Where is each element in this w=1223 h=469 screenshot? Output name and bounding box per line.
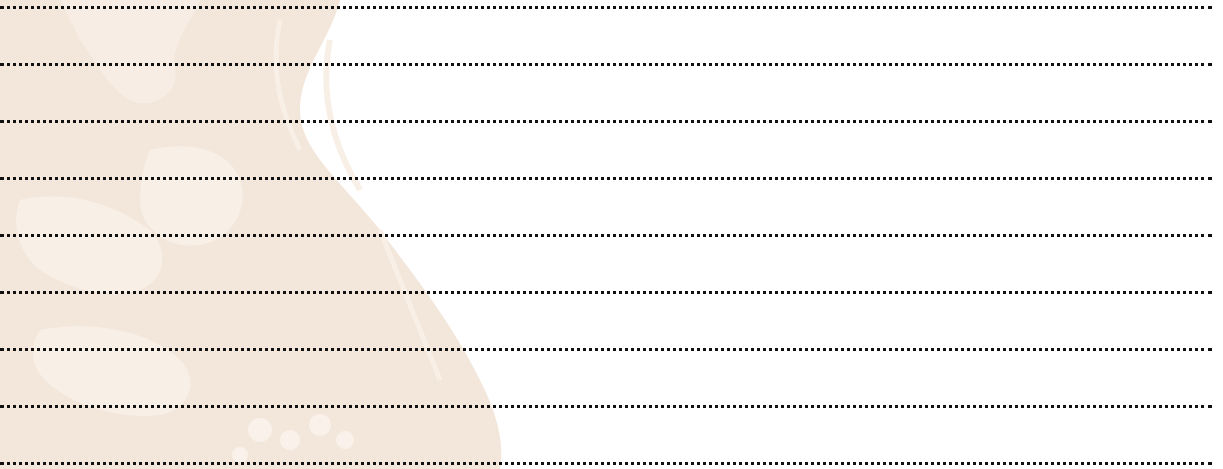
writing-line[interactable]	[0, 462, 1212, 465]
writing-line[interactable]	[0, 348, 1212, 351]
writing-line[interactable]	[0, 120, 1212, 123]
writing-line[interactable]	[0, 63, 1212, 66]
writing-line[interactable]	[0, 6, 1212, 9]
writing-line[interactable]	[0, 234, 1212, 237]
writing-line[interactable]	[0, 291, 1212, 294]
writing-line[interactable]	[0, 405, 1212, 408]
writing-line[interactable]	[0, 177, 1212, 180]
